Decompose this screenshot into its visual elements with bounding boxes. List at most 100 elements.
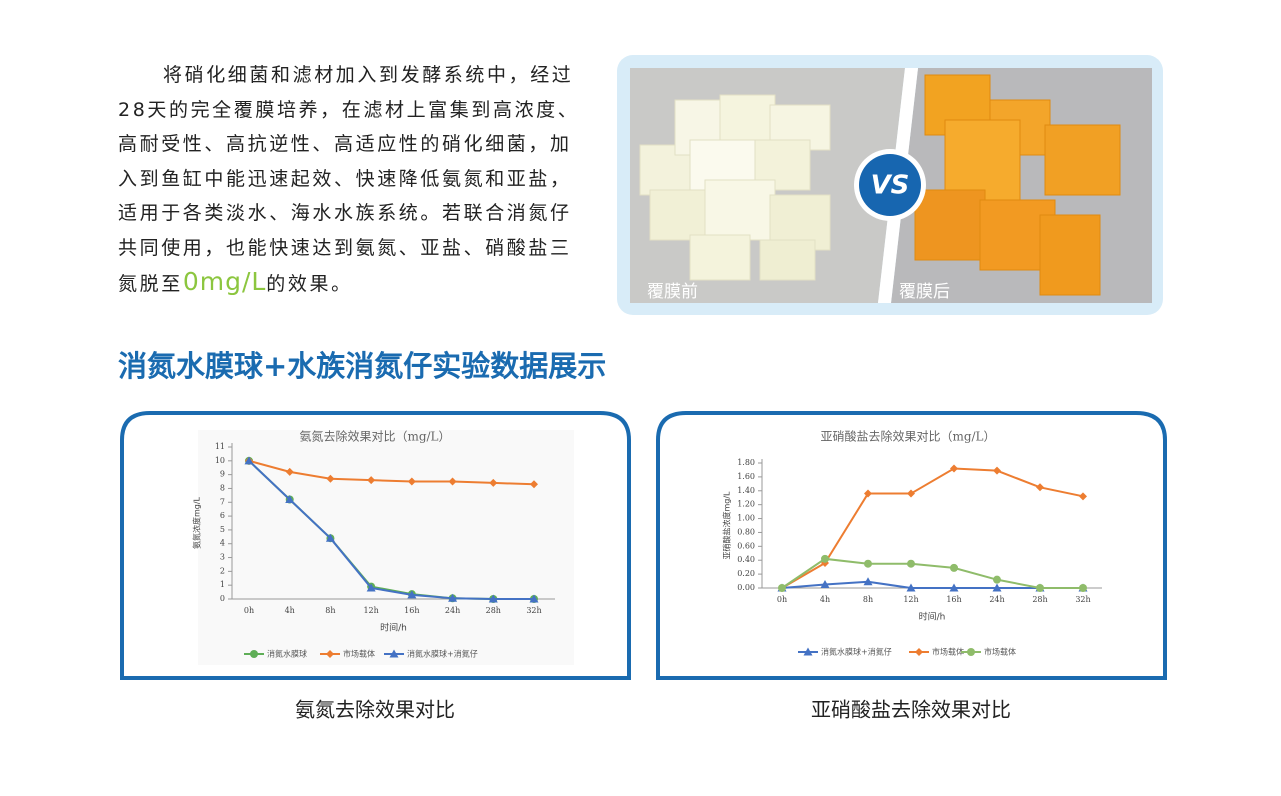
y-axis-label: 亚硝酸盐浓度mg/L — [722, 491, 732, 560]
point — [803, 647, 813, 656]
point — [366, 583, 376, 592]
point — [907, 559, 915, 568]
point — [326, 650, 334, 658]
vs-text: VS — [871, 171, 910, 201]
point — [326, 474, 335, 483]
legend-label: 市场载体 — [343, 649, 375, 659]
x-tick-label: 16h — [404, 606, 419, 615]
y-tick-label: 11 — [215, 442, 225, 451]
chart-bg — [722, 430, 1118, 665]
series-line — [781, 580, 1083, 589]
chart-title: 亚硝酸盐去除效果对比（mg/L） — [820, 429, 995, 444]
x-tick-label: 24h — [989, 595, 1004, 604]
series-line — [248, 460, 534, 600]
point — [864, 559, 872, 568]
y-tick-label: 5 — [220, 525, 225, 534]
intro-paragraph: 将硝化细菌和滤材加入到发酵系统中，经过28天的完全覆膜培养，在滤材上富集到高浓度… — [118, 58, 584, 302]
legend-label: 市场载体 — [932, 647, 964, 657]
point — [1036, 584, 1044, 592]
point — [488, 594, 498, 603]
y-tick-label: 1.20 — [737, 500, 755, 509]
point — [821, 554, 829, 563]
x-tick-label: 0h — [244, 606, 254, 615]
point — [285, 467, 294, 476]
x-tick-label: 24h — [445, 606, 460, 615]
y-tick-label: 6 — [220, 511, 225, 520]
point — [949, 583, 959, 592]
point — [407, 590, 417, 599]
y-tick-label: 0.80 — [737, 527, 755, 536]
point — [967, 648, 975, 656]
chart-caption: 亚硝酸盐去除效果对比 — [811, 698, 1011, 722]
intro-highlight: 0mg/L — [182, 267, 267, 296]
point — [993, 466, 1001, 475]
x-axis-label: 时间/h — [919, 611, 946, 623]
point — [250, 650, 258, 658]
point — [993, 575, 1001, 584]
x-tick-label: 4h — [820, 595, 830, 604]
y-tick-label: 1.80 — [737, 458, 755, 467]
y-tick-label: 8 — [220, 483, 225, 492]
y-tick-label: 2 — [220, 566, 225, 575]
series-line — [781, 557, 1083, 589]
x-tick-label: 8h — [325, 606, 335, 615]
photo-label: 覆膜后 — [899, 282, 950, 302]
point — [864, 489, 872, 498]
point — [906, 583, 916, 592]
point — [950, 464, 958, 473]
intro-tail: 的效果。 — [266, 273, 353, 295]
x-tick-label: 8h — [863, 595, 873, 604]
section-title: 消氮水膜球+水族消氮仔实验数据展示 — [118, 349, 606, 383]
photo-label: 覆膜前 — [647, 282, 698, 302]
x-tick-label: 32h — [526, 606, 541, 615]
point — [1079, 492, 1087, 501]
x-tick-label: 0h — [777, 595, 787, 604]
y-axis-label: 氨氮浓度mg/L — [192, 496, 202, 549]
point — [244, 456, 254, 465]
y-tick-label: 1.60 — [737, 472, 755, 481]
vs-badge — [859, 154, 921, 216]
point — [489, 478, 498, 487]
y-tick-label: 1 — [220, 580, 225, 589]
y-tick-label: 1.40 — [737, 486, 755, 495]
point — [285, 495, 295, 504]
legend-label: 消氮水膜球+消氮仔 — [821, 647, 892, 657]
point — [448, 593, 458, 602]
point — [950, 563, 958, 572]
point — [407, 477, 416, 486]
y-tick-label: 1.00 — [737, 514, 755, 523]
series-line — [248, 459, 535, 486]
legend-label: 市场载体 — [984, 647, 1016, 657]
x-tick-label: 12h — [363, 606, 378, 615]
y-tick-label: 10 — [215, 456, 225, 465]
point — [389, 649, 399, 658]
intro-text: 将硝化细菌和滤材加入到发酵系统中，经过28天的完全覆膜培养，在滤材上富集到高浓度… — [118, 64, 580, 295]
y-tick-label: 9 — [220, 470, 225, 479]
chart-title: 氨氮去除效果对比（mg/L） — [299, 429, 450, 444]
x-tick-label: 16h — [946, 595, 961, 604]
point — [778, 584, 786, 592]
point — [820, 580, 830, 589]
legend-label: 消氮水膜球+消氮仔 — [407, 649, 478, 659]
point — [325, 533, 335, 542]
point — [915, 648, 923, 656]
y-tick-label: 0 — [220, 594, 225, 603]
chart-caption: 氨氮去除效果对比 — [295, 698, 455, 722]
y-tick-label: 7 — [220, 497, 225, 506]
x-tick-label: 12h — [903, 595, 918, 604]
point — [992, 583, 1002, 592]
y-tick-label: 0.40 — [737, 555, 755, 564]
y-tick-label: 0.00 — [737, 583, 755, 592]
chart-bg — [198, 430, 574, 665]
point — [1079, 584, 1087, 592]
x-tick-label: 28h — [486, 606, 501, 615]
y-tick-label: 0.60 — [737, 541, 755, 550]
y-tick-label: 4 — [220, 539, 225, 548]
x-tick-label: 28h — [1032, 595, 1047, 604]
x-axis-label: 时间/h — [380, 622, 407, 634]
point — [367, 476, 376, 485]
x-tick-label: 32h — [1075, 595, 1090, 604]
series-line — [781, 467, 1084, 589]
